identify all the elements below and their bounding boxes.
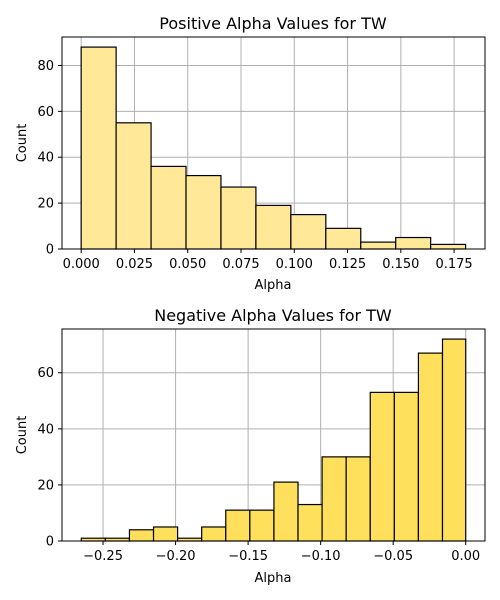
y-axis-label: Count [15, 124, 30, 163]
histogram-bar [128, 529, 155, 542]
histogram-bar [290, 213, 327, 250]
histogram-bar [152, 526, 179, 542]
x-tick-label: 0.100 [276, 257, 313, 272]
plot-frame [61, 328, 486, 542]
histogram-bar [360, 241, 397, 250]
histogram-bar [417, 352, 444, 542]
x-tick-label: 0.00 [451, 549, 480, 564]
y-tick-label: 0 [46, 535, 54, 550]
histogram-bar [273, 481, 299, 542]
x-tick-label: 0.000 [63, 257, 100, 272]
x-tick-label: 0.150 [382, 257, 419, 272]
x-tick-label: −0.25 [83, 549, 123, 564]
x-ticks: 0.000 0.025 0.050 0.075 0.100 0.125 0.150 0.175 [63, 249, 473, 272]
chart-positive-alpha: Positive Alpha Values for TW 0.000 0.025 0… [15, 14, 486, 293]
y-ticks: 0 20 40 60 [37, 366, 62, 550]
bars [80, 338, 467, 542]
histogram-bar [115, 122, 152, 250]
x-tick-label: 0.075 [222, 257, 259, 272]
x-tick-label: 0.125 [329, 257, 366, 272]
histogram-bar [201, 526, 227, 542]
histogram-bar [255, 204, 292, 250]
histogram-bar [441, 338, 467, 542]
histogram-bar [297, 503, 323, 542]
histogram-bar [185, 174, 222, 250]
histogram-bar [345, 456, 371, 542]
histogram-bar [393, 391, 420, 542]
histogram-bar [225, 509, 251, 542]
y-tick-label: 0 [46, 243, 54, 258]
histogram-bar [430, 243, 467, 250]
x-tick-label: −0.15 [228, 549, 268, 564]
histogram-bar [395, 236, 432, 250]
histogram-bar [325, 227, 362, 250]
plot-frame [61, 36, 486, 250]
chart-title: Negative Alpha Values for TW [154, 306, 392, 325]
x-tick-label: −0.10 [301, 549, 341, 564]
y-tick-label: 40 [37, 422, 54, 437]
histogram-bar [321, 456, 347, 542]
chart-negative-alpha: Negative Alpha Values for TW −0.25 −0.20−… [15, 306, 486, 586]
histogram-bar [220, 186, 257, 250]
chart-title: Positive Alpha Values for TW [159, 14, 387, 33]
y-tick-label: 60 [37, 105, 54, 120]
x-axis-label: Alpha [255, 571, 292, 586]
y-ticks: 0 20 40 60 80 [37, 59, 62, 258]
x-ticks: −0.25 −0.20 −0.15 −0.10 −0.05 0.00 [83, 541, 480, 564]
x-tick-label: 0.050 [169, 257, 206, 272]
histogram-bar [249, 509, 275, 542]
histogram-bar [80, 46, 117, 250]
y-tick-label: 20 [37, 197, 54, 212]
bars [80, 46, 467, 250]
y-axis-label: Count [15, 416, 30, 455]
y-tick-label: 60 [37, 366, 54, 381]
histogram-bar [369, 391, 395, 542]
histogram-bar [150, 165, 187, 250]
x-tick-label: 0.175 [435, 257, 472, 272]
x-tick-label: −0.20 [156, 549, 196, 564]
x-axis-label: Alpha [255, 278, 292, 293]
x-tick-label: 0.025 [116, 257, 153, 272]
y-tick-label: 40 [37, 151, 54, 166]
y-tick-label: 80 [37, 59, 54, 74]
x-tick-label: −0.05 [373, 549, 413, 564]
y-tick-label: 20 [37, 478, 54, 493]
